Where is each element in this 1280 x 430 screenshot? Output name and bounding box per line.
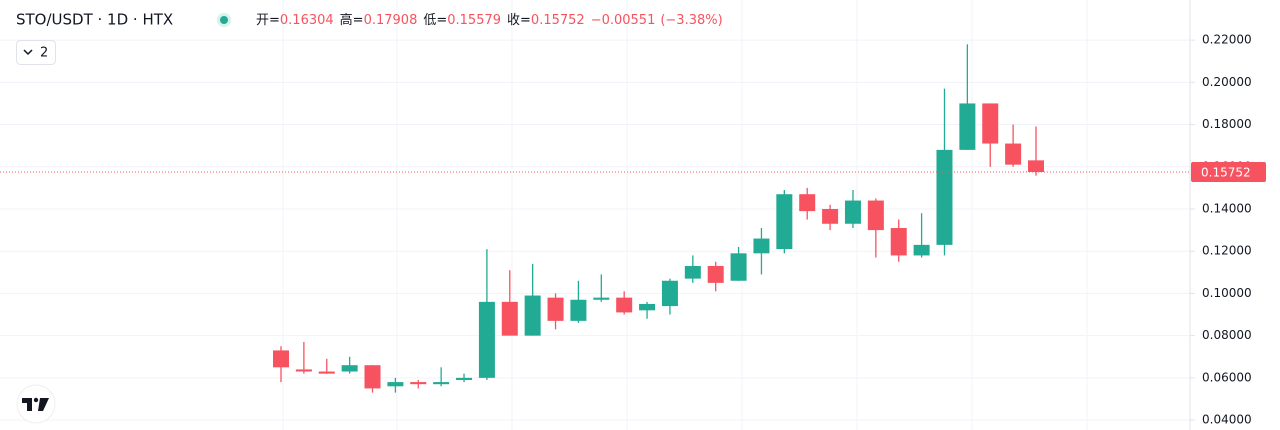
ohlc-value: 0.15752 [531, 13, 585, 28]
candle-body [341, 365, 358, 372]
y-tick-label: 0.12000 [1202, 244, 1252, 258]
candle-body [456, 377, 473, 380]
candle-body [707, 265, 724, 283]
candle-body [844, 200, 861, 224]
tv-logo[interactable] [16, 384, 56, 424]
indicator-count: 2 [40, 46, 48, 61]
ohlc-legend: 开=0.16304 高=0.17908 低=0.15579 收=0.15752 −0.0… [256, 12, 723, 28]
y-tick-label: 0.06000 [1202, 370, 1252, 384]
candle-body [959, 103, 976, 150]
candle-body [982, 103, 999, 144]
ohlc-key: 收= [507, 13, 531, 28]
candle-body [295, 369, 312, 372]
last-price-label: 0.15752 [1201, 166, 1251, 180]
candle-body [822, 208, 839, 224]
y-tick-label: 0.22000 [1202, 33, 1252, 47]
ohlc-key: 开= [256, 13, 280, 28]
y-tick-label: 0.14000 [1202, 201, 1252, 215]
candle-body [1005, 143, 1022, 165]
candle-body [593, 297, 610, 300]
y-axis: 0.04000 0.06000 0.08000 0.10000 0.12000 0.140… [1190, 33, 1266, 427]
candle-body [501, 301, 518, 336]
ohlc-value: 0.17908 [364, 13, 418, 28]
logo-mark [22, 398, 49, 411]
status-dot [220, 16, 228, 24]
candle-body [799, 194, 816, 212]
candle-body [913, 244, 930, 256]
ohlc-value: 0.16304 [280, 13, 334, 28]
y-tick-label: 0.04000 [1202, 413, 1252, 427]
last-price-tag [1191, 162, 1266, 182]
logo-bg [16, 384, 56, 424]
ohlc-key: 高= [340, 12, 364, 28]
y-tick-label: 0.18000 [1202, 117, 1252, 131]
candle-body [936, 149, 953, 245]
candle-body [387, 382, 404, 387]
indicator-toggle[interactable] [16, 40, 56, 65]
vertical-grid [282, 0, 1088, 430]
chart-title: STO/USDT · 1D · HTX [16, 11, 173, 29]
y-tick-label: 0.10000 [1202, 286, 1252, 300]
candle-body [1028, 160, 1044, 172]
candle-body [570, 299, 587, 321]
candle-body [273, 350, 289, 368]
candle-body [730, 253, 747, 281]
candle-body [639, 303, 656, 311]
candle-body [478, 301, 495, 378]
candle-body [410, 382, 427, 385]
y-tick-label: 0.20000 [1202, 75, 1252, 89]
candle-body [616, 297, 633, 313]
candle-body [753, 238, 770, 254]
ohlc-value: 0.15579 [447, 13, 501, 28]
candle-body [890, 227, 907, 256]
chevron-icon [23, 49, 33, 56]
candle-body [364, 365, 381, 389]
change-value: −0.00551 [591, 13, 656, 28]
candle-body [867, 200, 884, 231]
grid [0, 39, 1190, 421]
change-pct: (−3.38%) [660, 13, 722, 28]
candle-body [524, 295, 541, 336]
logo-dot [33, 397, 39, 403]
candle-body [776, 194, 793, 250]
y-tick-label: 0.08000 [1202, 328, 1252, 342]
candle-body [661, 280, 678, 307]
candle-body [433, 382, 450, 385]
candles [0, 44, 1190, 393]
candle-body [318, 371, 335, 374]
candle-body [547, 297, 564, 321]
ohlc-key: 低= [423, 13, 447, 28]
candle-body [684, 265, 701, 279]
